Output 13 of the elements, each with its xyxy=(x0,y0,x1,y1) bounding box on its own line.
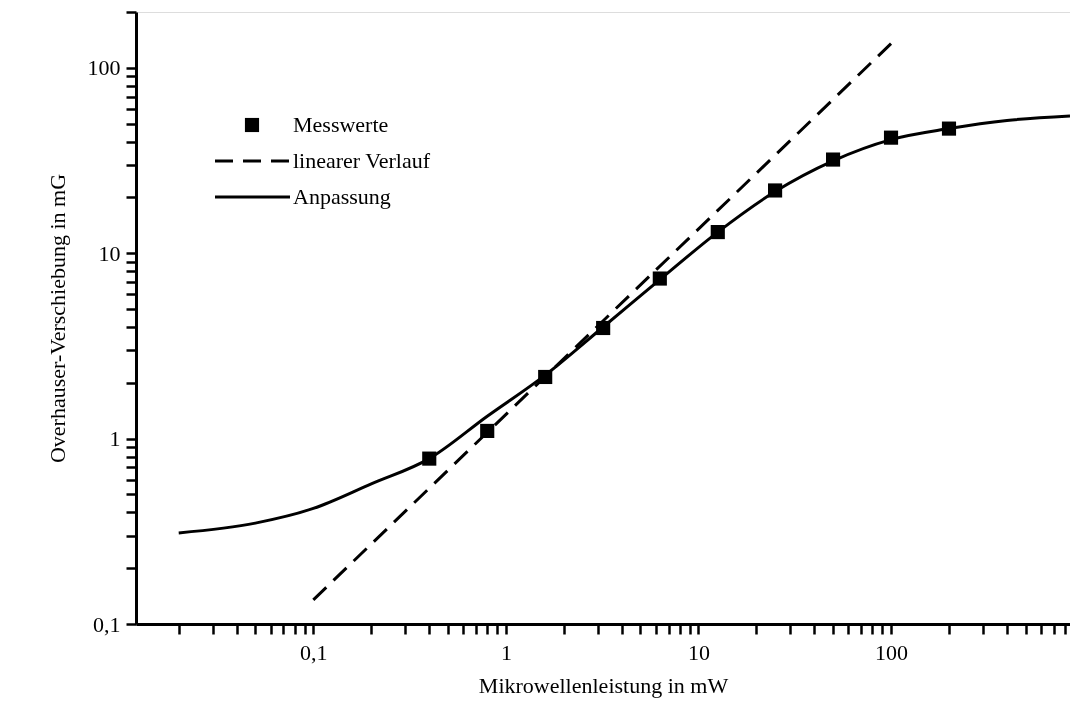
x-tick-label: 10 xyxy=(687,639,710,665)
y-tick-label: 0,1 xyxy=(93,611,121,637)
x-tick-label: 1 xyxy=(500,639,512,665)
y-tick-label: 100 xyxy=(87,55,121,81)
x-axis-title: Mikrowellenleistung in mW xyxy=(478,672,729,698)
x-tick-label: 0,1 xyxy=(300,639,328,665)
y-axis-title: Overhauser-Verschiebung in mG xyxy=(44,173,70,464)
legend-label: Anpassung xyxy=(293,184,391,209)
legend-label: Messwerte xyxy=(293,112,389,137)
y-tick-label: 1 xyxy=(109,426,121,452)
legend-label: linearer Verlauf xyxy=(293,148,431,173)
y-tick-label: 10 xyxy=(98,240,121,266)
x-tick-label: 100 xyxy=(875,639,909,665)
